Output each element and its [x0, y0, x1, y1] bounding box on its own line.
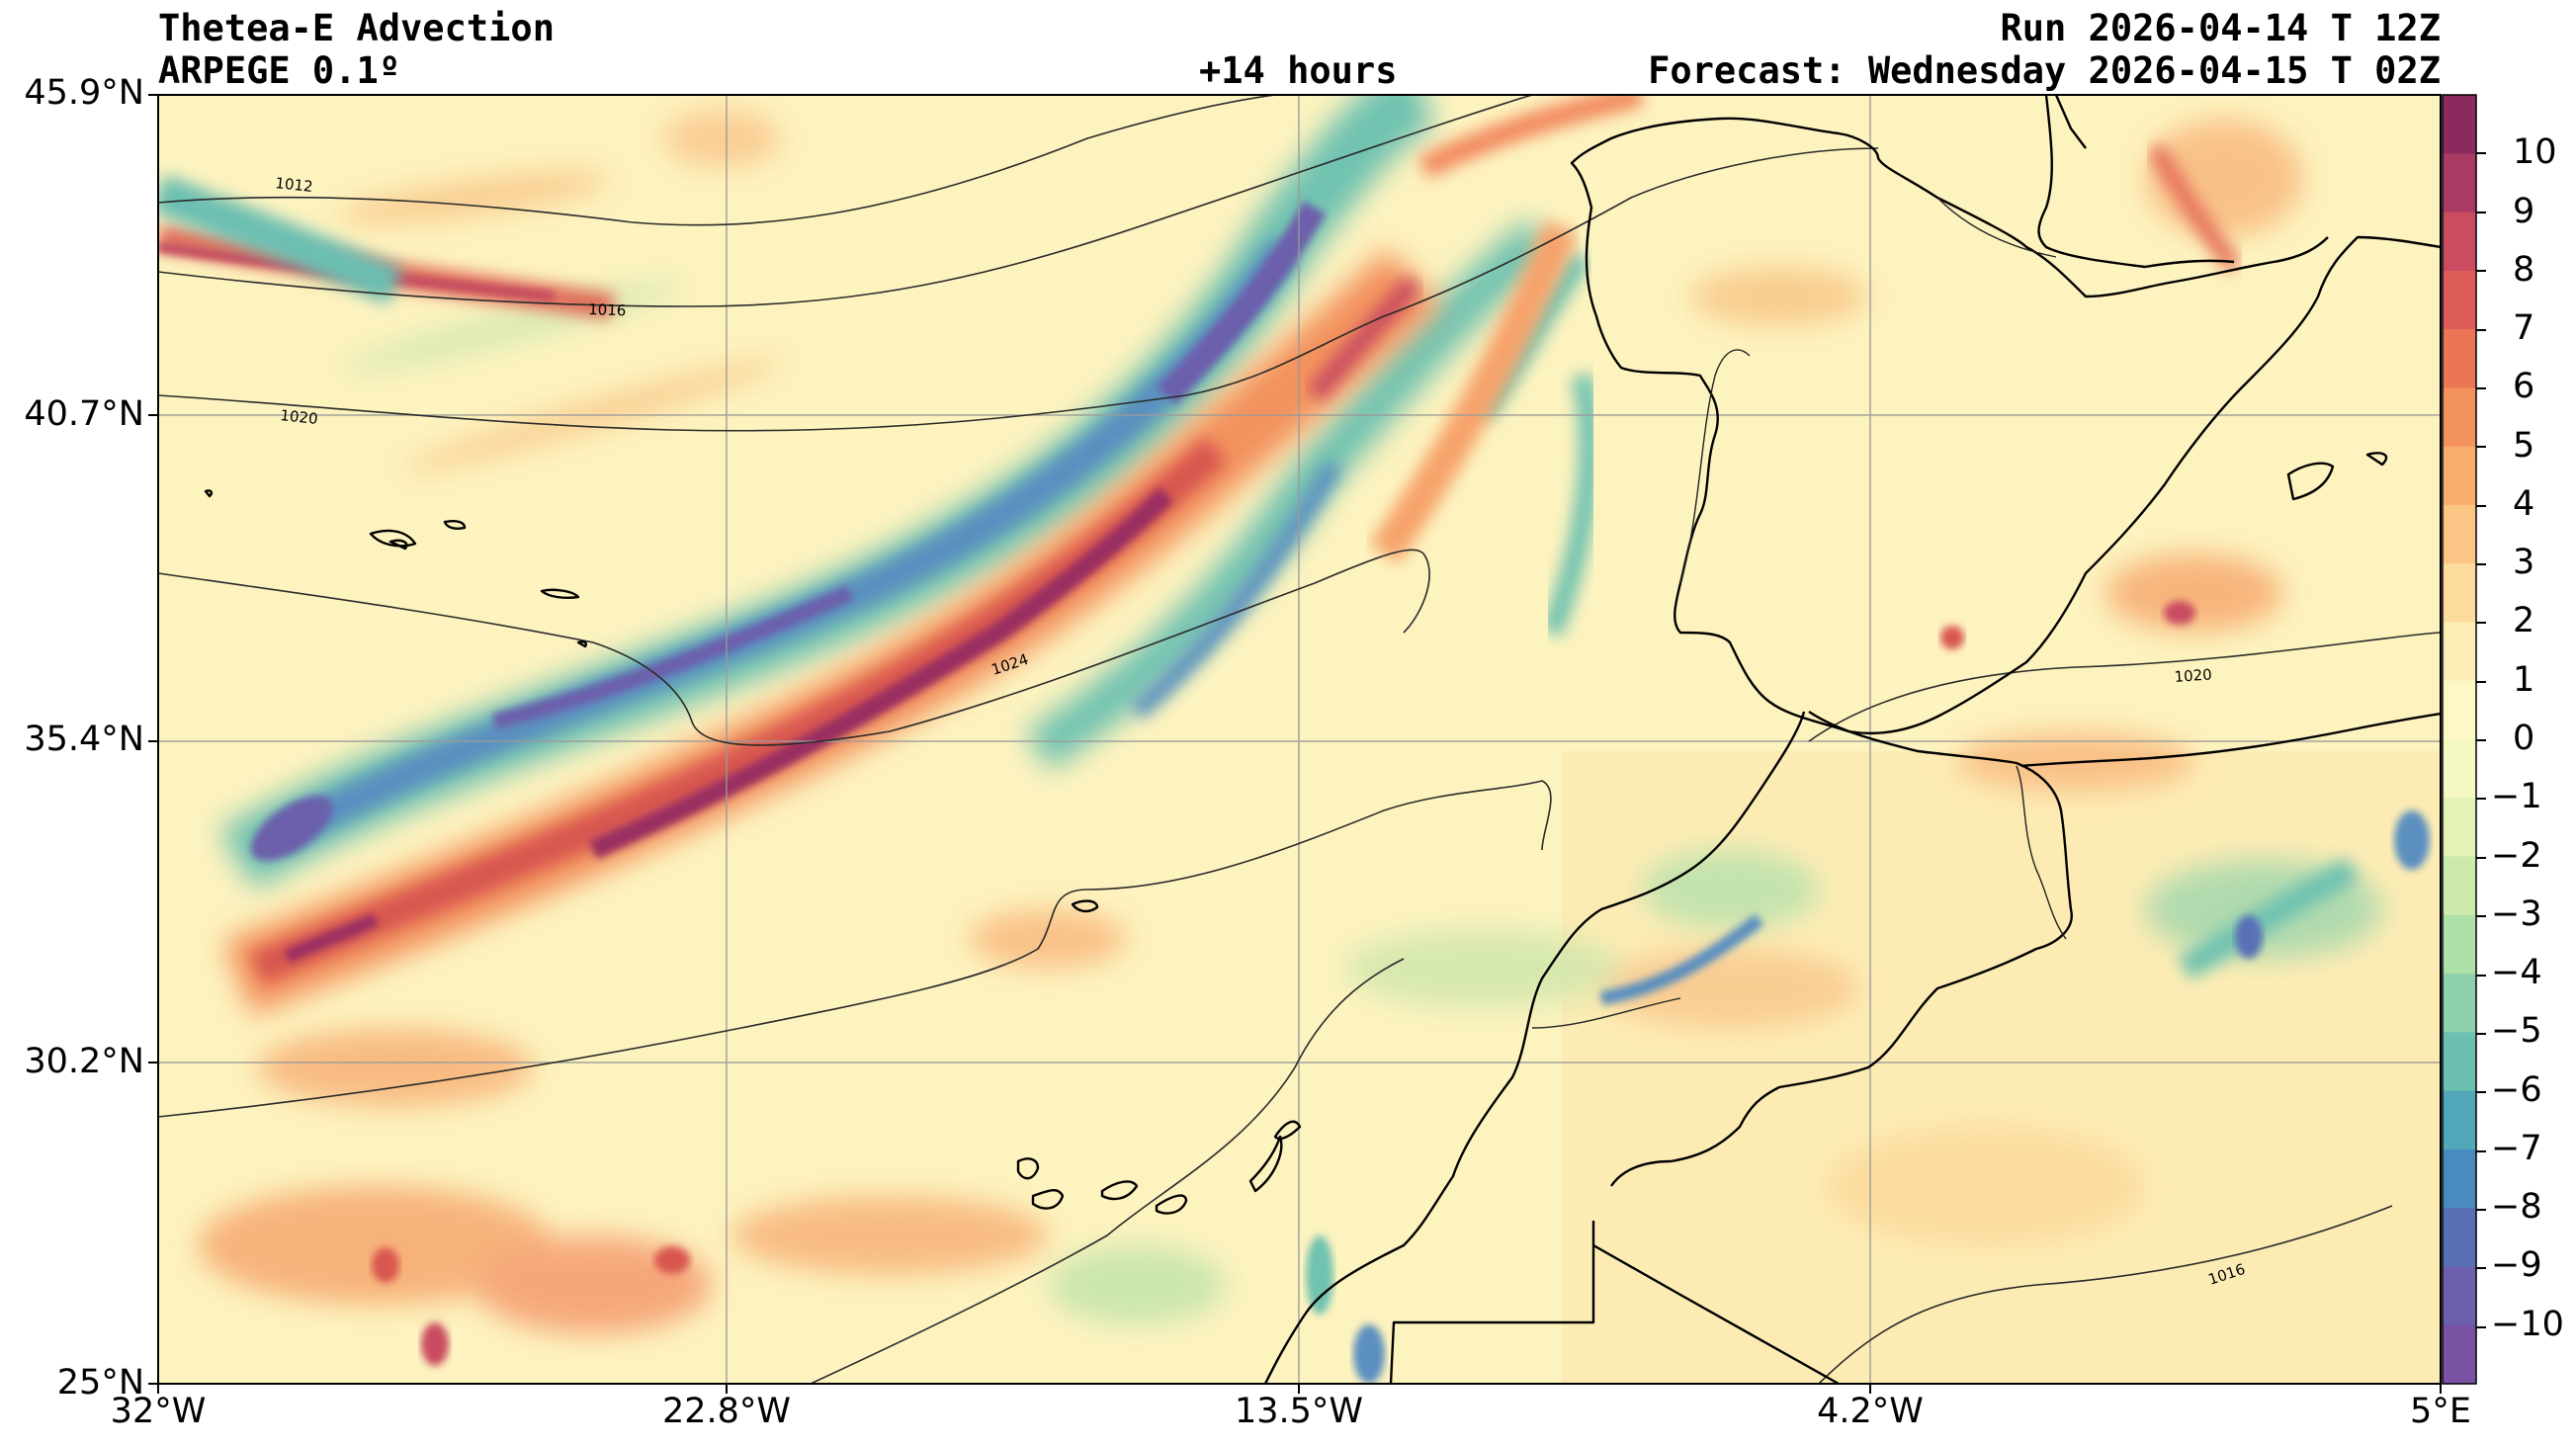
lon-label: 4.2°W	[1817, 1392, 1924, 1431]
colorbar-band	[2443, 387, 2476, 447]
colorbar-tick-label: −4	[2491, 953, 2542, 992]
isobar-label: 1016	[588, 300, 627, 319]
colorbar-tick-label: −9	[2491, 1245, 2542, 1285]
colorbar-tick-label: 10	[2513, 132, 2557, 172]
colorbar-band	[2443, 271, 2476, 330]
colorbar-band	[2443, 1149, 2476, 1209]
colorbar-band	[2443, 1325, 2476, 1385]
colorbar	[2443, 95, 2476, 1385]
colorbar-tick-label: 4	[2513, 484, 2534, 524]
colorbar-tick-label: −3	[2491, 894, 2542, 934]
colorbar-tick-label: −6	[2491, 1070, 2542, 1110]
colorbar-band	[2443, 739, 2476, 799]
lat-label: 35.4°N	[24, 720, 144, 759]
colorbar-band	[2443, 915, 2476, 975]
colorbar-band	[2443, 447, 2476, 506]
colorbar-tick-label: 9	[2513, 192, 2534, 231]
colorbar-tick-label: 5	[2513, 426, 2534, 466]
lon-label: 22.8°W	[662, 1392, 791, 1431]
colorbar-band	[2443, 974, 2476, 1033]
colorbar-band	[2443, 329, 2476, 388]
colorbar-band	[2443, 505, 2476, 564]
lat-label: 45.9°N	[24, 73, 144, 113]
colorbar-band	[2443, 563, 2476, 623]
colorbar-band	[2443, 213, 2476, 272]
lon-label: 13.5°W	[1235, 1392, 1363, 1431]
colorbar-band	[2443, 798, 2476, 857]
lon-label: 5°E	[2410, 1392, 2471, 1431]
colorbar-band	[2443, 1266, 2476, 1325]
colorbar-tick-label: −7	[2491, 1129, 2542, 1168]
colorbar-band	[2443, 153, 2476, 213]
colorbar-band	[2443, 1091, 2476, 1150]
colorbar-tick-label: −8	[2491, 1187, 2542, 1227]
colorbar-tick-label: −5	[2491, 1011, 2542, 1051]
lat-label: 40.7°N	[24, 394, 144, 434]
advection-field: 1012 1016 1020 1024 1020 1016	[158, 95, 2442, 1384]
colorbar-tick-label: 0	[2513, 719, 2534, 758]
isobar-label: 1020	[2174, 665, 2212, 686]
colorbar-tick-label: −1	[2491, 777, 2542, 816]
colorbar-band	[2443, 1208, 2476, 1267]
colorbar-tick-label: 7	[2513, 308, 2534, 348]
colorbar-band	[2443, 681, 2476, 740]
colorbar-tick-label: −10	[2491, 1305, 2564, 1344]
colorbar-tick-label: 1	[2513, 660, 2534, 700]
lon-label: 32°W	[111, 1392, 207, 1431]
lat-label: 30.2°N	[24, 1042, 144, 1081]
colorbar-band	[2443, 95, 2476, 154]
colorbar-tick-label: 2	[2513, 601, 2534, 640]
colorbar-tick-label: −2	[2491, 836, 2542, 876]
colorbar-band	[2443, 1032, 2476, 1091]
colorbar-tick-label: 8	[2513, 250, 2534, 290]
colorbar-tick-label: 3	[2513, 543, 2534, 582]
colorbar-band	[2443, 622, 2476, 681]
colorbar-band	[2443, 857, 2476, 916]
colorbar-tick-label: 6	[2513, 367, 2534, 406]
